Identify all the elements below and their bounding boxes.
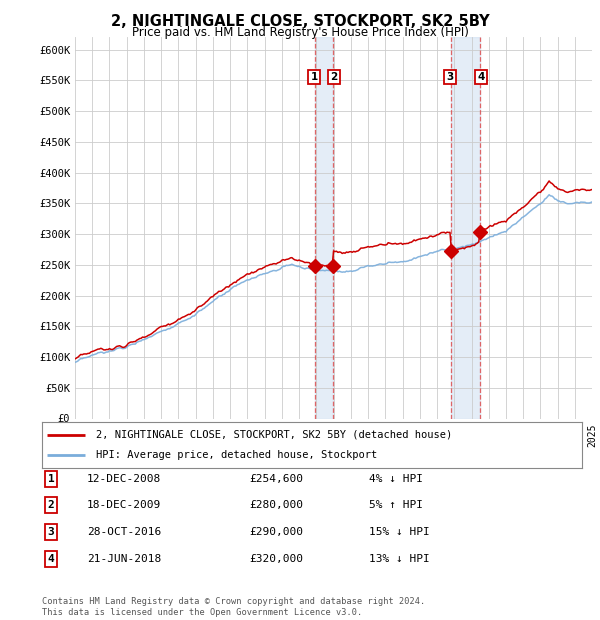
Text: 4: 4 xyxy=(47,554,55,564)
Text: £290,000: £290,000 xyxy=(249,527,303,537)
Text: 3: 3 xyxy=(446,72,454,82)
Text: 5% ↑ HPI: 5% ↑ HPI xyxy=(369,500,423,510)
Text: 2: 2 xyxy=(47,500,55,510)
Bar xyxy=(451,37,479,418)
Text: Price paid vs. HM Land Registry's House Price Index (HPI): Price paid vs. HM Land Registry's House … xyxy=(131,26,469,39)
Text: £320,000: £320,000 xyxy=(249,554,303,564)
Text: HPI: Average price, detached house, Stockport: HPI: Average price, detached house, Stoc… xyxy=(96,450,377,460)
Text: 18-DEC-2009: 18-DEC-2009 xyxy=(87,500,161,510)
Text: 2, NIGHTINGALE CLOSE, STOCKPORT, SK2 5BY: 2, NIGHTINGALE CLOSE, STOCKPORT, SK2 5BY xyxy=(110,14,490,29)
Text: 2, NIGHTINGALE CLOSE, STOCKPORT, SK2 5BY (detached house): 2, NIGHTINGALE CLOSE, STOCKPORT, SK2 5BY… xyxy=(96,430,452,440)
Text: £280,000: £280,000 xyxy=(249,500,303,510)
Text: 13% ↓ HPI: 13% ↓ HPI xyxy=(369,554,430,564)
Text: 21-JUN-2018: 21-JUN-2018 xyxy=(87,554,161,564)
Text: 15% ↓ HPI: 15% ↓ HPI xyxy=(369,527,430,537)
Text: 3: 3 xyxy=(47,527,55,537)
Text: 1: 1 xyxy=(47,474,55,484)
Text: 4: 4 xyxy=(478,72,485,82)
Text: 2: 2 xyxy=(331,72,338,82)
Text: 1: 1 xyxy=(310,72,318,82)
Text: £254,600: £254,600 xyxy=(249,474,303,484)
Text: Contains HM Land Registry data © Crown copyright and database right 2024.
This d: Contains HM Land Registry data © Crown c… xyxy=(42,598,425,617)
Bar xyxy=(316,37,333,418)
Text: 4% ↓ HPI: 4% ↓ HPI xyxy=(369,474,423,484)
Text: 28-OCT-2016: 28-OCT-2016 xyxy=(87,527,161,537)
Text: 12-DEC-2008: 12-DEC-2008 xyxy=(87,474,161,484)
